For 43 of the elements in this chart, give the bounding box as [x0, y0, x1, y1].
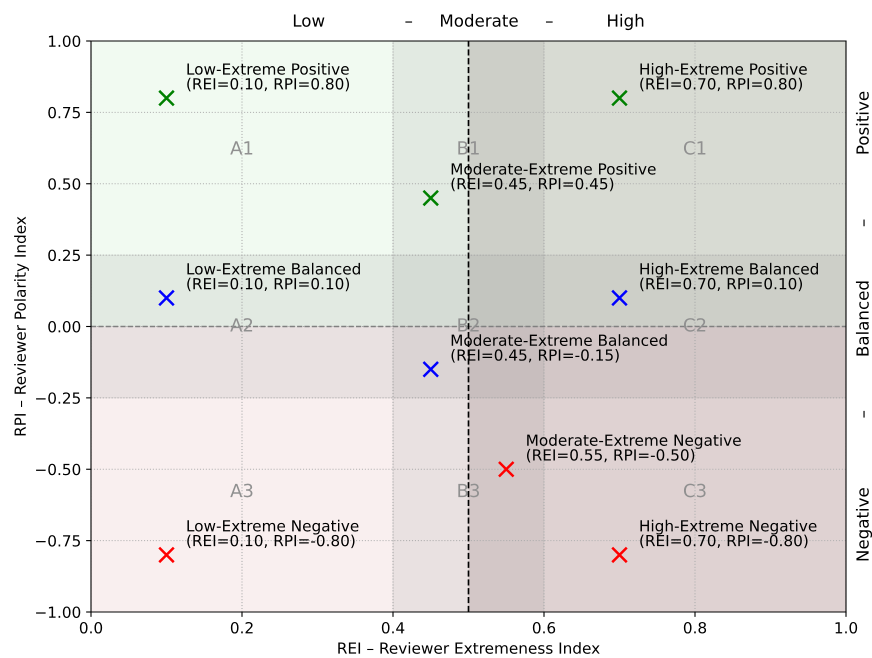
text: Low – Moderate – High [294, 14, 644, 30]
point [610, 546, 628, 564]
annotation: A3 [230, 484, 252, 498]
y-tick-label: −1.00 [36, 606, 80, 618]
y-tick-label: −0.25 [36, 392, 80, 404]
x-tick-label: 0.4 [382, 622, 404, 634]
annotation: C1 [684, 141, 706, 155]
annotation: Low-Extreme Balanced (REI=0.10, RPI=0.10) [187, 262, 360, 292]
y-axis-title: RPI – Reviewer Polarity Index [14, 216, 29, 436]
x-tick-label: 0.0 [80, 622, 102, 634]
point [158, 289, 176, 306]
text: Negative – Balanced – Positive [856, 92, 872, 560]
point [498, 460, 515, 478]
x-tick-label: 0.8 [684, 622, 706, 634]
annotation: C3 [684, 484, 706, 498]
annotation: Low-Extreme Positive (REI=0.10, RPI=0.80) [187, 62, 350, 92]
y-tick-label: 0.25 [48, 250, 80, 262]
x-tick-label: 0.6 [532, 622, 556, 634]
annotation: High-Extreme Negative (REI=0.70, RPI=-0.80) [640, 520, 816, 548]
y-tick-label: 0.50 [48, 178, 80, 190]
annotation: B3 [458, 484, 479, 498]
y-tick-label: −0.50 [36, 464, 80, 476]
point [610, 90, 628, 107]
y-tick-label: −0.75 [36, 535, 80, 547]
annotation: High-Extreme Positive (REI=0.70, RPI=0.80) [640, 62, 807, 92]
annotation: Moderate-Extreme Negative (REI=0.55, RPI=-0.50) [527, 434, 741, 463]
annotation: Moderate-Extreme Balanced (REI=0.45, RPI=-0.15) [452, 334, 667, 363]
y-tick-label: 1.00 [48, 35, 80, 48]
x-axis-title: REI – Reviewer Extremeness Index [338, 642, 600, 654]
y-tick-label: 0.75 [48, 106, 80, 118]
annotation: Low-Extreme Negative (REI=0.10, RPI=-0.80) [187, 520, 358, 548]
x-tick-label: 0.2 [230, 622, 253, 634]
point [158, 90, 176, 107]
annotation: High-Extreme Balanced (REI=0.70, RPI=0.10) [640, 262, 818, 292]
annotation: Moderate-Extreme Positive (REI=0.45, RPI=0.45) [452, 162, 656, 192]
point [158, 546, 176, 564]
point [422, 360, 440, 378]
annotation: A1 [230, 141, 252, 154]
x-tick-label: 1.0 [836, 622, 858, 634]
annotation: B1 [458, 141, 479, 154]
point [610, 289, 628, 306]
point [422, 189, 440, 207]
y-tick-label: 0.00 [48, 320, 80, 333]
